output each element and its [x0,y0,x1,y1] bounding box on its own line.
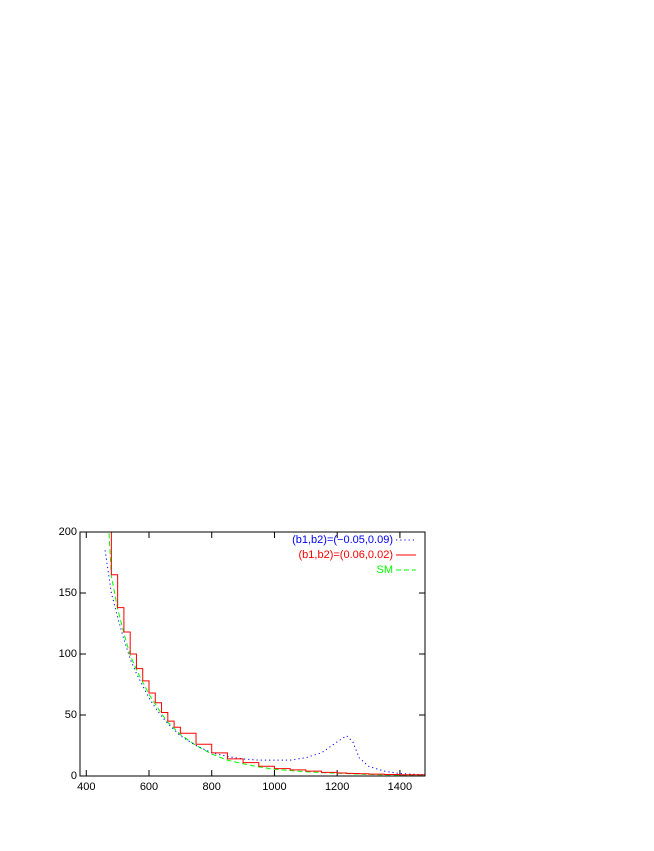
x-tick-label: 400 [77,781,95,793]
x-tick-label: 1400 [388,781,412,793]
series-line [108,532,425,776]
legend-label: SM [377,564,394,576]
y-tick-label: 200 [59,526,77,538]
series-line [110,532,425,776]
x-tick-label: 1000 [262,781,286,793]
x-tick-label: 600 [140,781,158,793]
frame [79,531,426,777]
y-tick-label: 0 [71,770,77,782]
y-tick-label: 150 [59,587,77,599]
y-tick-label: 50 [65,709,77,721]
legend-label: (b1,b2)=(−0.05,0.09) [292,534,393,546]
series-line [104,550,425,776]
plot-area [104,532,425,776]
x-tick-label: 1200 [325,781,349,793]
y-tick-label: 100 [59,648,77,660]
x-tick-label: 800 [203,781,221,793]
legend-label: (b1,b2)=(0.06,0.02) [299,549,393,561]
